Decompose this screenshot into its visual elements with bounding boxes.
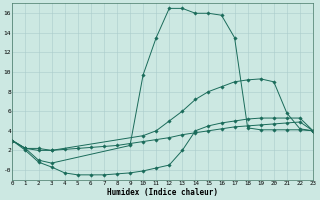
X-axis label: Humidex (Indice chaleur): Humidex (Indice chaleur) [107,188,218,197]
